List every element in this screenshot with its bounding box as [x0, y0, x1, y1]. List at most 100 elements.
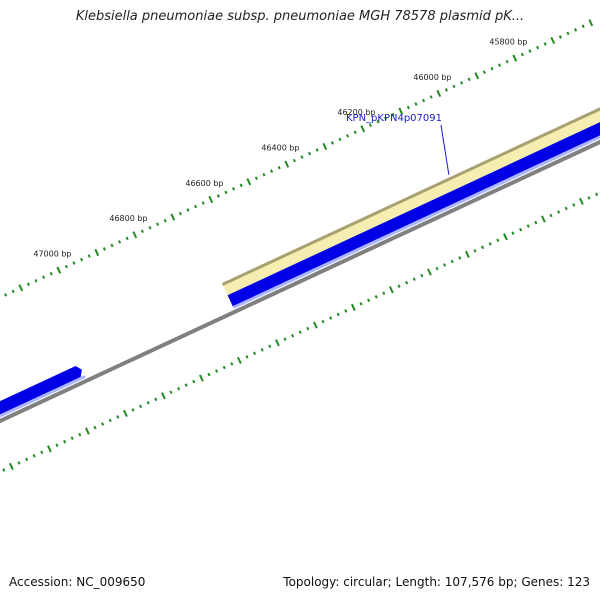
inner-tick	[306, 326, 310, 331]
outer-tick	[178, 211, 182, 216]
outer-tick	[18, 284, 24, 292]
outer-tick	[536, 45, 540, 50]
outer-tick	[558, 35, 562, 39]
inner-tick	[230, 362, 234, 366]
topology-summary: Topology: circular; Length: 107,576 bp; …	[283, 575, 590, 589]
outer-tick	[482, 70, 486, 75]
outer-tick	[467, 77, 471, 82]
outer-tick	[270, 169, 274, 173]
inner-tick	[534, 220, 538, 225]
gene-kpn-pkpn4p07091[interactable]	[227, 108, 600, 307]
outer-tick	[338, 137, 342, 142]
outer-tick	[42, 275, 46, 280]
outer-tick	[452, 84, 456, 89]
inner-tick	[397, 284, 401, 288]
outer-tick	[330, 141, 334, 145]
outer-tick	[246, 178, 252, 186]
outer-tick	[315, 148, 319, 152]
inner-tick	[557, 210, 561, 214]
outer-tick	[398, 107, 404, 115]
inner-tick	[519, 227, 523, 232]
highlight-box[interactable]	[222, 97, 600, 300]
outer-tick	[170, 213, 176, 221]
inner-tick	[488, 242, 492, 246]
position-label: 46200 bp	[337, 108, 375, 117]
outer-tick	[581, 24, 585, 29]
inner-tick	[237, 356, 242, 365]
position-label: 46400 bp	[261, 144, 299, 153]
inner-tick	[245, 355, 249, 359]
outer-tick	[49, 271, 53, 276]
outer-tick	[201, 201, 205, 205]
outer-tick	[550, 36, 556, 45]
inner-tick	[313, 321, 318, 329]
outer-tick	[406, 105, 410, 110]
inner-tick	[63, 439, 67, 444]
inner-tick	[78, 432, 82, 437]
inner-tick	[146, 401, 150, 405]
outer-tick	[292, 158, 296, 163]
inner-tick	[450, 259, 454, 264]
outer-tick	[588, 19, 594, 27]
outer-tick	[262, 172, 266, 177]
map-title: Klebsiella pneumoniae subsp. pneumoniae …	[75, 9, 525, 24]
outer-tick	[566, 31, 570, 36]
outer-tick	[163, 218, 167, 223]
inner-tick	[298, 330, 302, 334]
gene-shadow	[0, 375, 86, 418]
inner-tick	[336, 312, 340, 317]
outer-tick	[436, 89, 442, 98]
outer-tick	[498, 63, 502, 67]
inner-tick	[25, 457, 29, 462]
outer-tick	[239, 183, 243, 188]
outer-tick	[543, 42, 547, 46]
inner-tick	[40, 450, 44, 455]
outer-tick	[64, 264, 68, 269]
inner-tick	[199, 374, 204, 382]
outer-tick	[148, 225, 152, 230]
inner-tick	[435, 266, 439, 271]
outer-tick	[102, 247, 106, 251]
outer-tick	[87, 254, 91, 258]
outer-tick	[224, 190, 228, 195]
outer-tick	[216, 194, 220, 198]
outer-tick	[194, 204, 198, 209]
inner-tick	[131, 408, 135, 412]
gene-label[interactable]: KPN_pKPN4p07091	[346, 113, 442, 124]
inner-tick	[85, 427, 90, 435]
outer-tick	[232, 187, 236, 191]
outer-tick	[460, 81, 464, 85]
inner-tick	[70, 436, 74, 440]
inner-tick-track	[2, 192, 599, 472]
position-label: 46800 bp	[109, 214, 147, 223]
outer-tick	[34, 278, 38, 283]
inner-tick	[389, 286, 394, 294]
inner-tick	[595, 192, 599, 197]
inner-tick	[344, 309, 348, 313]
inner-tick	[564, 206, 568, 211]
inner-tick	[579, 197, 584, 205]
inner-tick	[465, 250, 470, 258]
outer-tick	[300, 155, 304, 159]
inner-tick	[367, 298, 371, 303]
inner-tick	[351, 303, 356, 311]
outer-tick	[94, 248, 100, 257]
inner-tick	[374, 295, 378, 299]
inner-tick	[17, 461, 21, 465]
inner-tick	[481, 245, 485, 250]
inner-tick	[253, 351, 257, 356]
outer-tick	[4, 293, 8, 297]
inner-tick	[215, 369, 219, 373]
outer-tick	[353, 130, 357, 135]
gene-feature[interactable]	[0, 366, 82, 437]
inner-tick	[101, 422, 105, 426]
inner-tick	[382, 291, 386, 296]
inner-tick	[207, 372, 211, 377]
inner-tick	[55, 443, 59, 448]
inner-tick	[47, 445, 52, 453]
outer-tick	[391, 112, 395, 117]
inner-tick	[283, 337, 287, 341]
inner-tick	[2, 468, 6, 472]
position-label-group: 45800 bp 46000 bp 46200 bp 46400 bp 46600 bp…	[33, 38, 527, 259]
